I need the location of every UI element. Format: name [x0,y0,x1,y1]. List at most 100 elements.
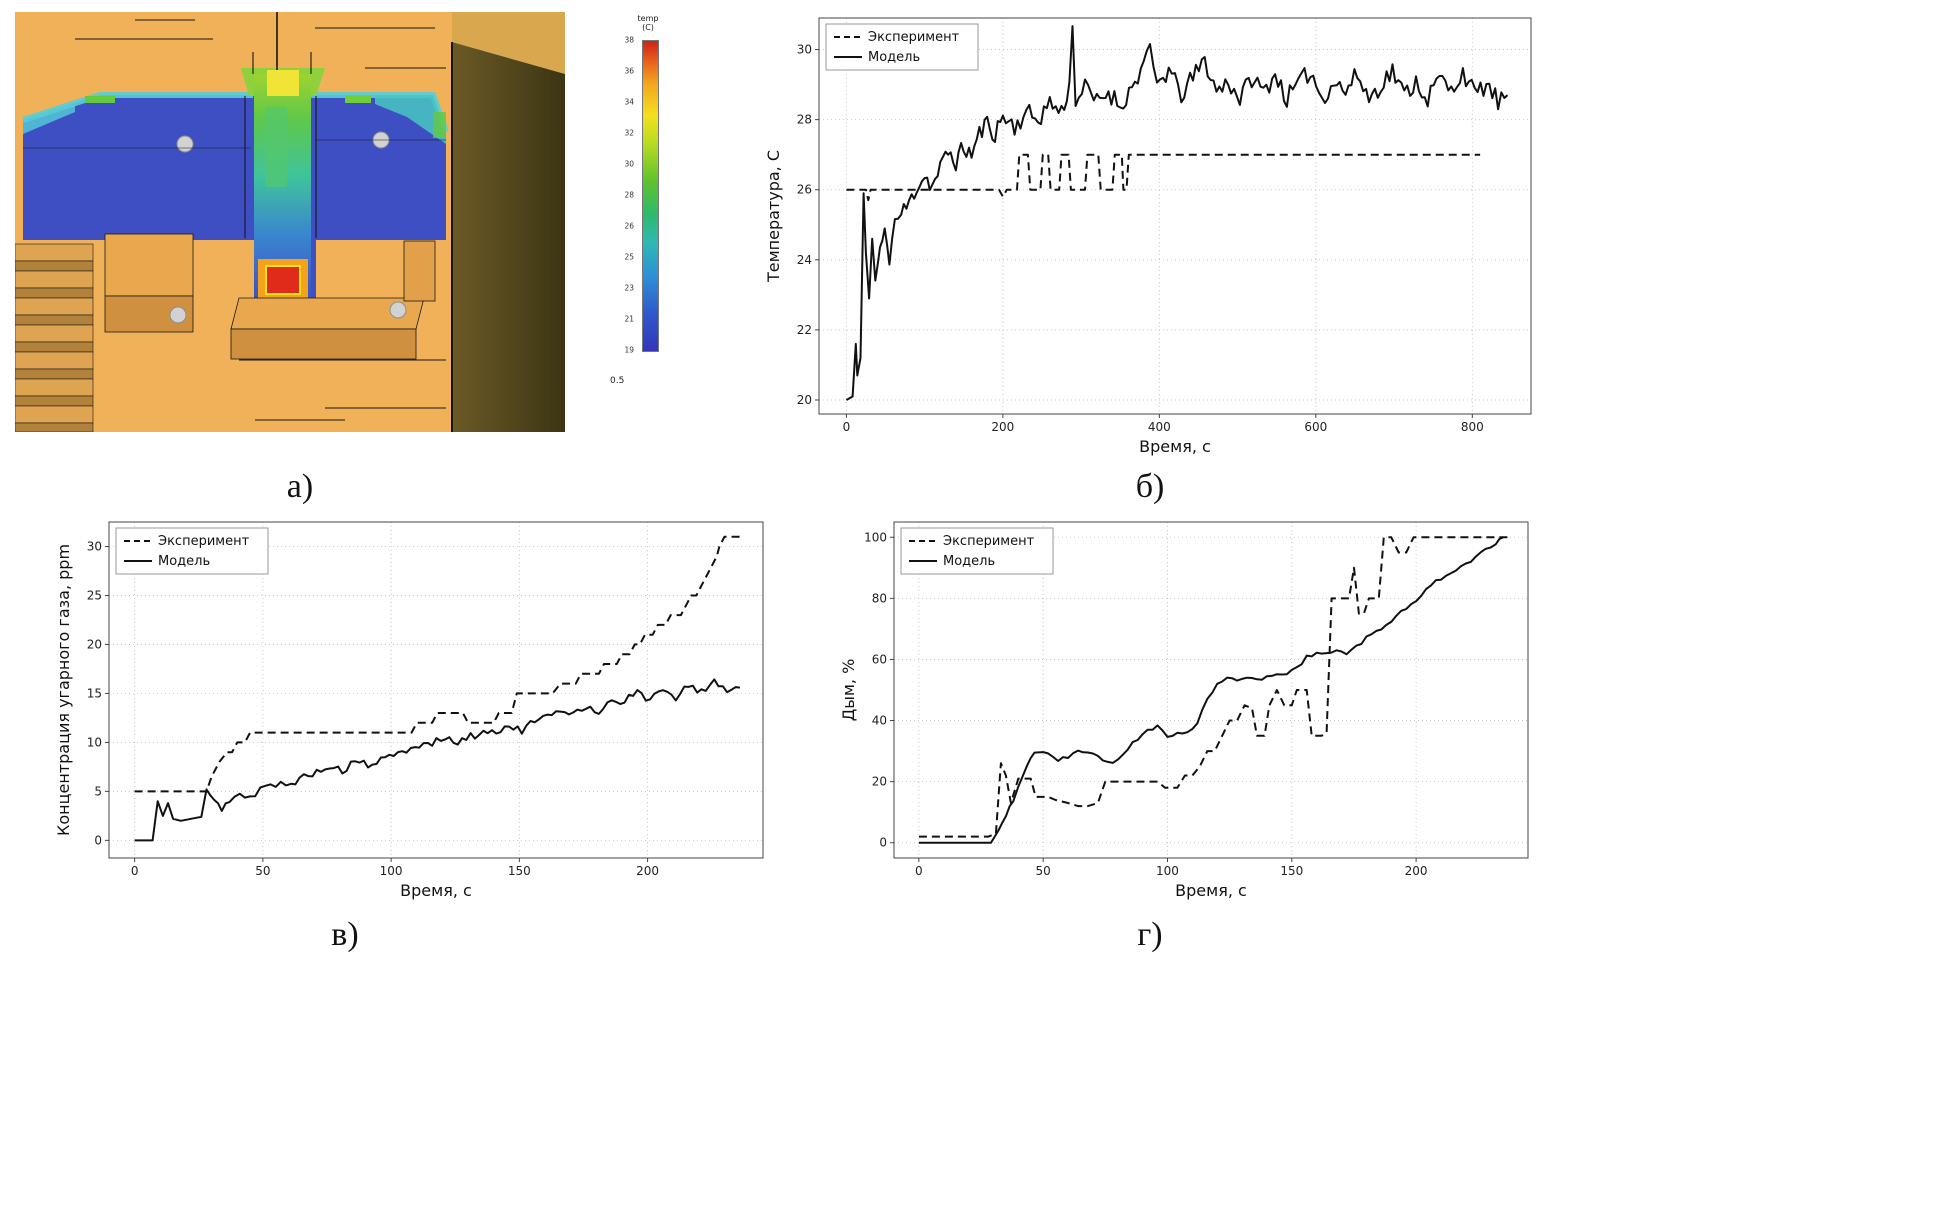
slice-green-patch [433,112,446,138]
chart-smoke: 0 50 100 150 200 0 20 40 60 80 100 Время, с Дым, % Эк… [839,512,1542,904]
colorbar-tick: 34 [624,97,634,107]
slice-cyan-patch [23,104,75,134]
slice-cool-fringe [22,92,253,123]
slice-green-patch [85,96,115,103]
colorbar-tick: 25 [624,252,634,262]
legend-label: Эксперимент [158,534,250,549]
svg-text:100: 100 [1156,864,1179,878]
svg-text:0: 0 [879,836,887,850]
right-wall [452,42,565,432]
colorbar-tick: 23 [624,283,634,293]
slice-cyan-patch [375,95,446,144]
svg-text:800: 800 [1461,420,1484,434]
colorbar-tick: 19 [624,345,634,355]
colorbar-tick: 38 [624,35,634,45]
series-experiment [846,153,1481,202]
svg-text:20: 20 [797,393,812,407]
colorbar-tick: 26 [624,221,634,231]
svg-text:20: 20 [872,775,887,789]
y-axis-label: Дым, % [840,659,858,722]
ceiling-corner [452,12,565,74]
svg-text:25: 25 [87,588,102,602]
colorbar-tick-labels: 38 36 34 32 30 28 26 25 23 21 19 [608,36,638,355]
plot-frame [818,17,1532,415]
svg-text:10: 10 [87,735,102,749]
svg-text:0: 0 [915,864,923,878]
x-axis-label: Время, с [400,881,472,900]
svg-text:30: 30 [797,43,812,57]
tick-labels: 0 50 100 150 200 0 20 40 60 80 100 [864,530,1427,878]
y-axis-label: Концентрация угарного газа, ppm [55,544,73,836]
svg-text:26: 26 [797,183,812,197]
grid-lines [894,522,1528,858]
svg-text:5: 5 [94,784,102,798]
colorbar-tick: 28 [624,190,634,200]
furniture [104,233,436,360]
svg-text:100: 100 [380,864,403,878]
svg-text:22: 22 [797,323,812,337]
svg-text:15: 15 [87,686,102,700]
svg-text:200: 200 [991,420,1014,434]
svg-text:0: 0 [94,833,102,847]
tick-labels: 0 200 400 600 800 20 22 24 26 28 30 [797,43,1484,434]
legend-label: Модель [943,554,995,569]
svg-text:30: 30 [87,539,102,553]
simulation-scene [14,12,565,433]
colorbar-tick: 32 [624,128,634,138]
series-experiment [918,536,1509,838]
chart-canvas: 0 200 400 600 800 20 22 24 26 28 30 Время, с Темпера… [764,17,1532,456]
legend-label: Модель [868,50,920,65]
svg-text:100: 100 [864,530,887,544]
svg-text:200: 200 [1405,864,1428,878]
svg-text:400: 400 [1148,420,1171,434]
svg-text:28: 28 [797,113,812,127]
simulation-3d-view [14,12,565,433]
tick-labels: 0 50 100 150 200 0 5 10 15 20 25 30 [87,539,659,878]
svg-text:40: 40 [872,714,887,728]
y-axis-label: Температура, C [765,150,783,283]
colorbar-footer: 0.5 [610,376,625,386]
legend-label: Эксперимент [943,534,1035,549]
series-model [918,536,1504,844]
chart-canvas: 0 50 100 150 200 0 5 10 15 20 25 30 Время, с Концентр… [54,521,764,900]
legend-label: Эксперимент [868,30,960,45]
x-axis-label: Время, с [1175,881,1247,900]
plot-frame [893,521,1529,859]
left-shelving [14,243,94,433]
colorbar-title: temp (C) [637,14,659,32]
grid-lines [819,18,1531,414]
colorbar-gradient [642,40,659,352]
series-model [134,678,741,842]
colorbar-tick: 21 [624,314,634,324]
colorbar-tick: 36 [624,66,634,76]
svg-text:200: 200 [636,864,659,878]
svg-text:600: 600 [1304,420,1327,434]
svg-text:150: 150 [508,864,531,878]
temperature-colorbar: temp (C) 38 36 34 32 30 28 26 25 23 21 19 0.5 [608,14,688,424]
smoke-detector [389,301,407,319]
svg-text:150: 150 [1280,864,1303,878]
legend-label: Модель [158,554,210,569]
slice-green-patch [345,96,371,103]
chart-canvas: 0 50 100 150 200 0 20 40 60 80 100 Время, с Дым, % Эк… [839,521,1529,900]
svg-text:80: 80 [872,591,887,605]
plot-frame [108,521,764,859]
panel-label-b: б) [1135,468,1165,505]
legend: Эксперимент Модель [900,527,1054,575]
smoke-detector [176,135,194,153]
panel-label-v: в) [331,916,359,953]
series-experiment [134,535,743,793]
legend: Эксперимент Модель [115,527,269,575]
series-model [845,25,1509,401]
fire-source [265,265,301,295]
panel-label-g: г) [1137,916,1163,953]
plume-hot-core [267,70,299,96]
colorbar-tick: 30 [624,159,634,169]
svg-text:50: 50 [255,864,270,878]
chart-co-concentration: 0 50 100 150 200 0 5 10 15 20 25 30 Время, с Концентр… [54,512,777,904]
plume-mid [265,107,287,187]
chart-temperature: 0 200 400 600 800 20 22 24 26 28 30 Время, с Темпера… [764,8,1545,460]
svg-text:50: 50 [1036,864,1051,878]
svg-text:60: 60 [872,652,887,666]
